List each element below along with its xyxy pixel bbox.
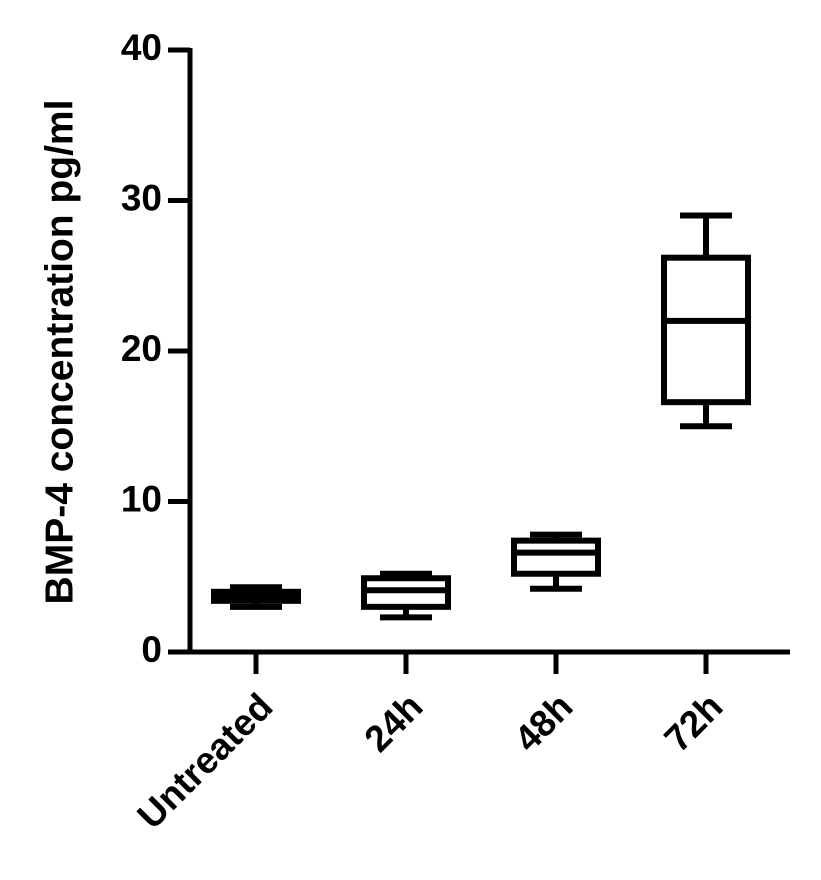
y-tick-label: 0 (141, 629, 162, 670)
y-tick-label: 10 (121, 478, 162, 519)
x-tick-label: 72h (656, 686, 730, 760)
x-tick-label: 48h (506, 686, 580, 760)
x-tick-label: Untreated (129, 686, 280, 837)
y-tick-label: 40 (121, 27, 162, 68)
x-tick-label: 24h (356, 686, 430, 760)
box (661, 254, 751, 406)
y-axis-label: BMP-4 concentration pg/ml (38, 100, 81, 605)
y-tick-label: 20 (121, 328, 162, 369)
box (511, 537, 601, 577)
y-tick-label: 30 (121, 177, 162, 218)
